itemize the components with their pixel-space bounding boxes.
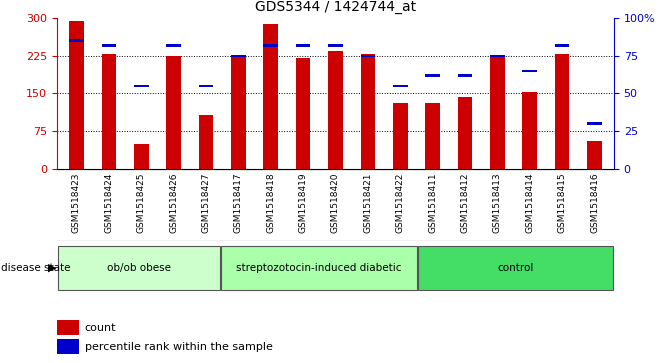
Bar	[360, 54, 375, 57]
Bar	[231, 57, 246, 169]
Text: GSM1518420: GSM1518420	[331, 172, 340, 233]
FancyBboxPatch shape	[58, 246, 220, 290]
Text: control: control	[497, 263, 534, 273]
Text: GSM1518426: GSM1518426	[169, 172, 178, 233]
Bar	[264, 24, 278, 169]
Text: disease state: disease state	[1, 263, 71, 273]
Bar	[587, 141, 602, 169]
Bar	[101, 44, 116, 46]
Text: ob/ob obese: ob/ob obese	[107, 263, 171, 273]
Text: GSM1518427: GSM1518427	[201, 172, 211, 233]
Bar	[490, 57, 505, 169]
Bar	[523, 93, 537, 169]
Bar	[328, 51, 343, 169]
Text: count: count	[85, 323, 116, 333]
Bar	[360, 54, 375, 169]
Bar	[393, 102, 407, 169]
Bar	[328, 44, 343, 46]
Bar	[166, 56, 181, 169]
Text: GSM1518412: GSM1518412	[460, 172, 470, 233]
Text: GSM1518414: GSM1518414	[525, 172, 534, 233]
Title: GDS5344 / 1424744_at: GDS5344 / 1424744_at	[255, 0, 416, 15]
Bar	[425, 102, 440, 169]
FancyBboxPatch shape	[221, 246, 417, 290]
Bar	[555, 54, 570, 169]
Bar	[57, 320, 79, 335]
Text: GSM1518424: GSM1518424	[105, 172, 113, 233]
Bar	[555, 44, 570, 46]
Bar	[523, 70, 537, 72]
Bar	[57, 339, 79, 354]
Text: GSM1518415: GSM1518415	[558, 172, 566, 233]
Bar	[296, 44, 311, 46]
Bar	[166, 44, 181, 46]
Text: GSM1518411: GSM1518411	[428, 172, 437, 233]
Bar	[458, 98, 472, 169]
Bar	[296, 58, 311, 169]
Text: GSM1518419: GSM1518419	[299, 172, 307, 233]
Bar	[231, 54, 246, 57]
Bar	[69, 21, 84, 169]
Text: GSM1518413: GSM1518413	[493, 172, 502, 233]
Bar	[425, 74, 440, 77]
Bar	[264, 44, 278, 46]
Text: GSM1518417: GSM1518417	[234, 172, 243, 233]
Text: GSM1518416: GSM1518416	[590, 172, 599, 233]
Bar	[490, 54, 505, 57]
Bar	[587, 122, 602, 125]
Text: GSM1518421: GSM1518421	[364, 172, 372, 233]
Text: percentile rank within the sample: percentile rank within the sample	[85, 342, 272, 352]
Text: ▶: ▶	[48, 263, 56, 273]
Bar	[69, 40, 84, 42]
Bar	[101, 54, 116, 169]
Text: GSM1518423: GSM1518423	[72, 172, 81, 233]
FancyBboxPatch shape	[418, 246, 613, 290]
Text: streptozotocin-induced diabetic: streptozotocin-induced diabetic	[236, 263, 402, 273]
Bar	[458, 74, 472, 77]
Text: GSM1518422: GSM1518422	[396, 172, 405, 233]
Bar	[199, 115, 213, 169]
Text: GSM1518418: GSM1518418	[266, 172, 275, 233]
Bar	[199, 85, 213, 87]
Bar	[393, 85, 407, 87]
Bar	[134, 144, 148, 169]
Text: GSM1518425: GSM1518425	[137, 172, 146, 233]
Bar	[134, 85, 148, 87]
